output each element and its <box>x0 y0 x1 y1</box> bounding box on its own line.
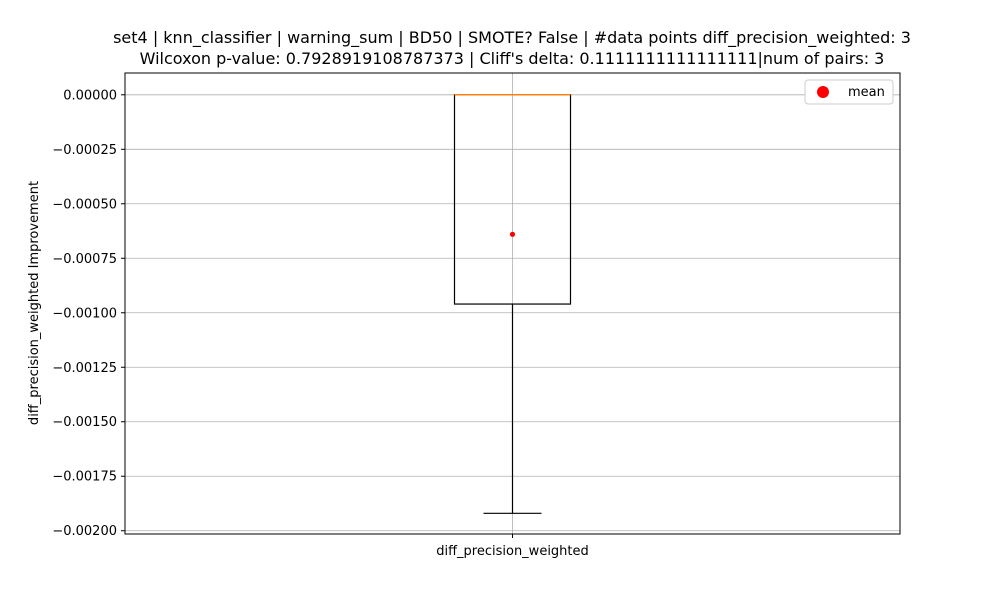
legend-mean-label: mean <box>848 85 885 100</box>
x-tick-label: diff_precision_weighted <box>436 544 589 559</box>
y-axis-label: diff_precision_weighted Improvement <box>27 181 42 425</box>
x-tick-layer: diff_precision_weighted <box>436 534 589 559</box>
y-tick-layer: 0.00000 −0.00025 −0.00050 −0.00075 −0.00100 −… <box>52 88 125 539</box>
y-tick-label: −0.00125 <box>52 361 117 376</box>
box-layer <box>453 94 572 514</box>
legend-frame <box>804 79 894 105</box>
y-tick-label: −0.00100 <box>52 306 117 321</box>
chart-title-line1: set4 | knn_classifier | warning_sum | BD… <box>113 28 911 48</box>
y-tick-label: 0.00000 <box>63 88 117 103</box>
legend-mean-marker <box>817 86 829 98</box>
y-tick-label: −0.00150 <box>52 415 117 430</box>
y-tick-label: −0.00175 <box>52 470 117 485</box>
mean-point <box>509 231 516 237</box>
legend: mean <box>804 79 894 105</box>
y-tick-label: −0.00025 <box>52 143 117 158</box>
y-tick-label: −0.00200 <box>52 524 117 539</box>
chart-title-line2: Wilcoxon p-value: 0.7928919108787373 | C… <box>140 49 885 68</box>
y-tick-label: −0.00050 <box>52 197 117 212</box>
y-tick-label: −0.00075 <box>52 252 117 267</box>
